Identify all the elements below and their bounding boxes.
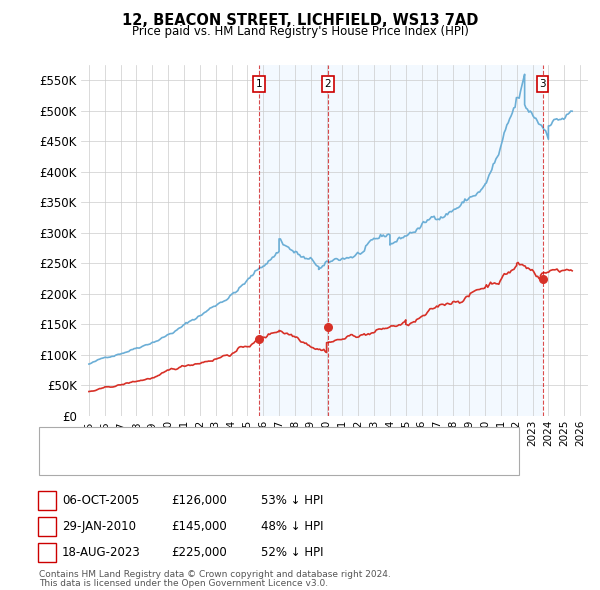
Text: HPI: Average price, detached house, Lichfield: HPI: Average price, detached house, Lich… <box>64 458 301 467</box>
Text: 3: 3 <box>539 79 546 89</box>
Point <box>254 335 264 344</box>
Text: £225,000: £225,000 <box>171 546 227 559</box>
Text: 29-JAN-2010: 29-JAN-2010 <box>62 520 136 533</box>
Text: 18-AUG-2023: 18-AUG-2023 <box>62 546 140 559</box>
Text: £126,000: £126,000 <box>171 494 227 507</box>
Text: 52% ↓ HPI: 52% ↓ HPI <box>261 546 323 559</box>
Text: 3: 3 <box>44 548 51 557</box>
Text: 06-OCT-2005: 06-OCT-2005 <box>62 494 139 507</box>
Text: 1: 1 <box>44 496 51 505</box>
Text: 2: 2 <box>44 522 51 531</box>
Text: 2: 2 <box>325 79 331 89</box>
Text: 12, BEACON STREET, LICHFIELD, WS13 7AD (detached house): 12, BEACON STREET, LICHFIELD, WS13 7AD (… <box>64 435 387 445</box>
Point <box>538 274 547 283</box>
Text: 48% ↓ HPI: 48% ↓ HPI <box>261 520 323 533</box>
Text: 12, BEACON STREET, LICHFIELD, WS13 7AD: 12, BEACON STREET, LICHFIELD, WS13 7AD <box>122 13 478 28</box>
Point <box>323 323 332 332</box>
Bar <box>328 65 542 416</box>
Text: £145,000: £145,000 <box>171 520 227 533</box>
Text: 1: 1 <box>256 79 263 89</box>
Text: —: — <box>46 431 63 448</box>
Text: —: — <box>46 453 63 471</box>
Text: 53% ↓ HPI: 53% ↓ HPI <box>261 494 323 507</box>
Text: This data is licensed under the Open Government Licence v3.0.: This data is licensed under the Open Gov… <box>39 579 328 588</box>
Bar <box>259 65 328 416</box>
Text: Price paid vs. HM Land Registry's House Price Index (HPI): Price paid vs. HM Land Registry's House … <box>131 25 469 38</box>
Text: Contains HM Land Registry data © Crown copyright and database right 2024.: Contains HM Land Registry data © Crown c… <box>39 570 391 579</box>
